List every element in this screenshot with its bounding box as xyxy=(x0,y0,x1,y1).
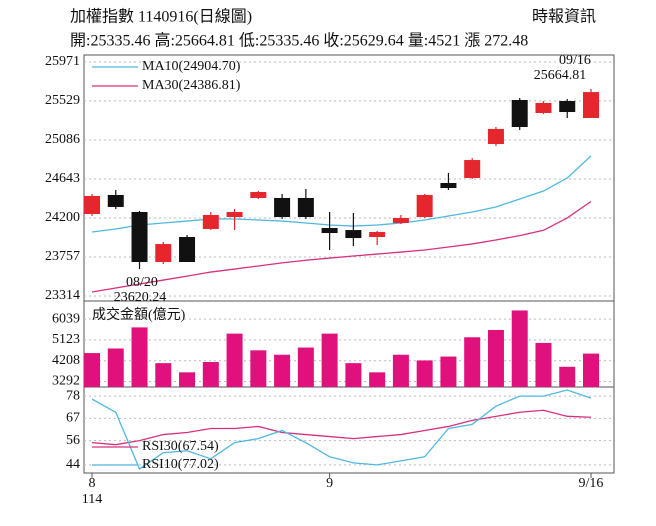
candle-body xyxy=(84,195,100,215)
bar xyxy=(297,347,314,387)
y-tick-label: 25086 xyxy=(45,132,80,147)
candle-body xyxy=(131,211,148,263)
candle-body xyxy=(369,231,386,237)
candle-body xyxy=(487,128,504,144)
series-line xyxy=(91,409,592,446)
bar xyxy=(179,372,196,387)
candle-body xyxy=(226,211,243,218)
y-tick-label: 24643 xyxy=(45,171,80,186)
candle-body xyxy=(511,99,528,127)
bar xyxy=(392,354,409,387)
panel-title: 成交金額(億元) xyxy=(92,306,186,323)
bar xyxy=(440,356,457,387)
bar xyxy=(202,362,219,387)
bar xyxy=(487,329,504,387)
bar xyxy=(131,327,148,387)
bar xyxy=(107,348,124,387)
y-tick-label: 6039 xyxy=(52,311,80,326)
bar xyxy=(155,363,172,387)
y-tick-label: 44 xyxy=(66,457,80,472)
candle-body xyxy=(274,197,291,218)
candle-body xyxy=(321,228,338,234)
frame xyxy=(83,54,615,474)
candle-body xyxy=(464,160,481,178)
candle-body xyxy=(440,183,457,189)
candle-body xyxy=(202,214,219,229)
series-line xyxy=(91,155,592,233)
x-tick-label: 9/16 xyxy=(579,476,604,491)
y-tick-label: 4208 xyxy=(52,353,80,368)
bar xyxy=(274,354,291,387)
bar xyxy=(226,333,243,387)
legend-label: RSI30(67.54) xyxy=(142,439,219,454)
candle-body xyxy=(250,191,267,198)
year-label: 114 xyxy=(82,492,102,507)
bar xyxy=(345,363,362,387)
candle-body xyxy=(179,236,196,263)
y-tick-label: 78 xyxy=(66,388,80,403)
y-tick-label: 5123 xyxy=(52,332,80,347)
bar xyxy=(559,366,576,387)
candle-body xyxy=(535,102,552,113)
x-tick-label: 8 xyxy=(89,476,96,491)
legend-label: RSI10(77.02) xyxy=(142,457,219,472)
chart-title: 加權指數 1140916(日線圖) xyxy=(70,8,252,26)
y-tick-label: 23757 xyxy=(45,249,80,264)
candle-body xyxy=(559,101,576,113)
y-tick-label: 24200 xyxy=(45,210,80,225)
legend-label: MA10(24904.70) xyxy=(142,59,241,74)
series-line xyxy=(91,200,592,293)
y-tick-label: 23314 xyxy=(45,288,80,303)
candle-body xyxy=(107,194,124,207)
bar xyxy=(535,342,552,387)
y-tick-label: 56 xyxy=(66,433,80,448)
quote: 開:25335.46 高:25664.81 低:25335.46 收:25629… xyxy=(70,32,528,50)
annotation: 25664.81 xyxy=(534,68,587,83)
annotation: 23620.24 xyxy=(114,290,167,305)
bar xyxy=(84,353,100,387)
candle-body xyxy=(297,197,314,218)
candle-body xyxy=(416,194,433,218)
y-tick-label: 3292 xyxy=(52,374,80,389)
bar xyxy=(369,372,386,387)
legend-label: MA30(24386.81) xyxy=(142,78,241,93)
series-line xyxy=(91,389,592,470)
annotation: 08/20 xyxy=(126,275,158,290)
bar xyxy=(321,333,338,387)
source: 時報資訊 xyxy=(532,8,596,26)
y-tick-label: 67 xyxy=(66,411,80,426)
bar xyxy=(464,337,481,387)
bar xyxy=(250,350,267,387)
y-tick-label: 25971 xyxy=(45,54,80,69)
bar xyxy=(511,310,528,387)
y-tick-label: 25529 xyxy=(45,93,80,108)
candle-body xyxy=(392,217,409,223)
candle-body xyxy=(345,230,362,239)
x-tick-label: 9 xyxy=(326,476,333,491)
annotation: 09/16 xyxy=(559,53,591,68)
candle-body xyxy=(583,92,599,118)
bar xyxy=(416,360,433,387)
candle-body xyxy=(155,244,172,263)
bar xyxy=(583,353,599,387)
